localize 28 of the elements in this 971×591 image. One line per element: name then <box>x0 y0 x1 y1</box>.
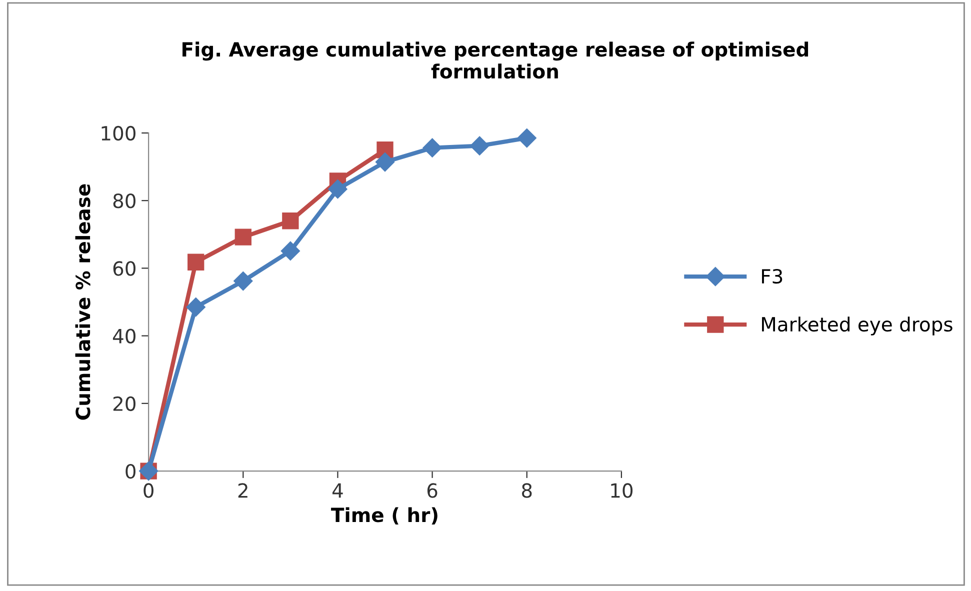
point <box>186 298 206 317</box>
point <box>188 254 204 270</box>
legend-label: Marketed eye drops <box>762 316 952 336</box>
x-tick-label: 4 <box>332 483 343 498</box>
y-tick-label: 60 <box>113 261 136 276</box>
x-tick-label: 10 <box>611 483 633 498</box>
y-tick-label: 20 <box>113 396 136 412</box>
x-tick-label: 8 <box>522 483 532 498</box>
point <box>234 228 252 246</box>
point <box>375 152 395 172</box>
y-tick-label: 100 <box>102 126 136 141</box>
y-tick-label: 0 <box>126 464 136 479</box>
y-tick-label: 40 <box>112 328 136 344</box>
point <box>470 136 490 156</box>
x-tick-label: 6 <box>427 483 438 498</box>
y-axis-title: Cumulative % release <box>75 184 90 420</box>
legend-label: F3 <box>762 268 782 284</box>
y-tick-label: 80 <box>113 194 136 208</box>
point <box>234 272 253 291</box>
x-axis-title: Time ( hr) <box>331 507 438 525</box>
point <box>422 138 442 158</box>
point <box>517 128 536 148</box>
point <box>328 180 348 199</box>
chart-title: Fig. Average cumulative percentage release of optimised formulation <box>182 42 808 79</box>
x-tick-label: 0 <box>144 483 154 498</box>
x-tick-label: 2 <box>238 483 248 498</box>
point <box>280 241 300 260</box>
point <box>282 212 299 230</box>
